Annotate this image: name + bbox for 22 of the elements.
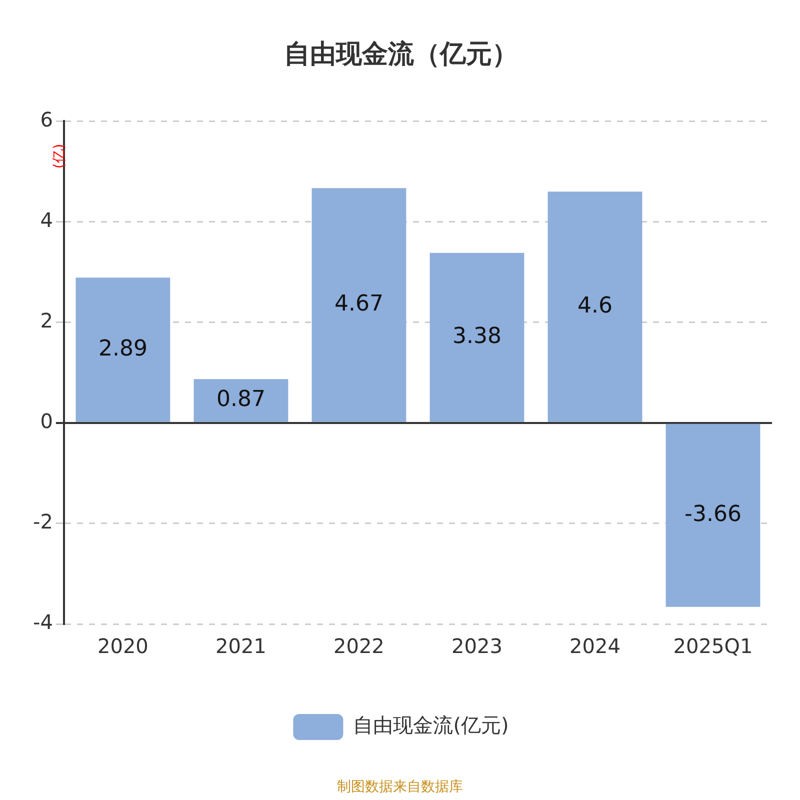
y-tick-label: 2 <box>40 308 53 333</box>
x-tick-label: 2020 <box>97 634 148 658</box>
data-label: 2.89 <box>98 336 148 362</box>
x-tick-label: 2024 <box>570 634 620 658</box>
data-label: 4.6 <box>577 293 612 318</box>
data-label: 3.38 <box>452 324 502 350</box>
legend-label: 自由现金流(亿元) <box>353 713 509 738</box>
data-label: 4.67 <box>334 292 384 317</box>
text: 制图数据来自数据库 <box>336 778 464 796</box>
chart-title: 自由现金流（亿元） <box>284 39 518 70</box>
y-tick-label: -2 <box>32 510 53 534</box>
y-tick-label: -4 <box>32 610 53 634</box>
y-tick-label: 4 <box>40 208 53 232</box>
x-tick-label: 2023 <box>452 634 502 658</box>
y-axis-title: (亿) <box>52 144 68 169</box>
x-tick-label: 2022 <box>334 634 384 658</box>
x-tick-label: 2021 <box>216 634 266 658</box>
data-label: 0.87 <box>216 387 266 412</box>
y-tick-label: 0 <box>40 409 53 434</box>
x-tick-label: 2025Q1 <box>673 634 753 658</box>
data-label: -3.66 <box>684 502 742 528</box>
y-tick-label: 6 <box>40 107 53 132</box>
